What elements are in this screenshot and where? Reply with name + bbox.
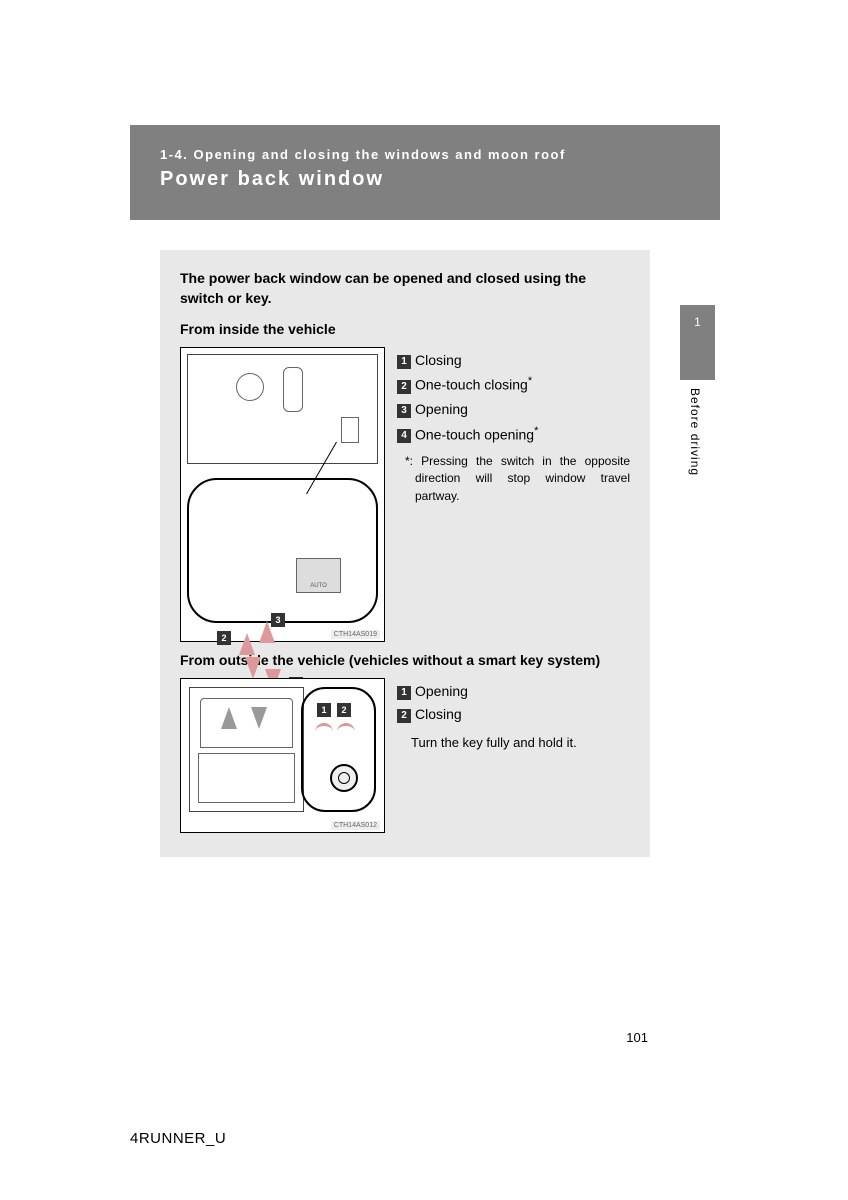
num-box: 1: [397, 686, 411, 700]
item-label: One-touch opening: [415, 426, 534, 442]
item-label: Closing: [415, 352, 462, 368]
key-zoom: 1 2: [301, 687, 376, 812]
header-banner: 1-4. Opening and closing the windows and…: [130, 125, 720, 220]
content-box: The power back window can be opened and …: [160, 250, 650, 857]
sub2-row: 1 2 CTH14AS012 1 Opening 2 Closing Turn th…: [180, 678, 630, 833]
sub2-wrap: From outside the vehicle (vehicles witho…: [180, 652, 630, 833]
vehicle-rear-sketch: [189, 687, 304, 812]
sub2-list: 1 Opening 2 Closing Turn the key fully and…: [397, 678, 630, 751]
image-code-2: CTH14AS012: [331, 821, 380, 830]
list-item: 1 Closing: [397, 349, 630, 373]
curve-arrow-icon: [337, 723, 355, 733]
shifter-icon: [283, 367, 303, 412]
diagram-inside-vehicle: 2 3 1 4 AUTO CTH14AS019: [180, 347, 385, 642]
num-box: 3: [397, 404, 411, 418]
item-label: Opening: [415, 683, 468, 699]
console-sketch: [187, 354, 378, 464]
auto-label: AUTO: [297, 583, 340, 589]
list-item: 3 Opening: [397, 398, 630, 422]
tag-2: 2: [217, 631, 231, 645]
side-tab-text: Before driving: [688, 388, 702, 476]
list-item: 2 Closing: [397, 703, 630, 727]
diagram-outside-vehicle: 1 2 CTH14AS012: [180, 678, 385, 833]
arrow-up-icon: [259, 621, 275, 643]
footer-model: 4RUNNER_U: [130, 1130, 226, 1147]
item-label: Closing: [415, 706, 462, 722]
asterisk: *: [528, 375, 532, 387]
intro-text: The power back window can be opened and …: [180, 268, 630, 309]
section-label: 1-4. Opening and closing the windows and…: [160, 147, 690, 162]
item-label: One-touch closing: [415, 377, 528, 393]
num-box: 4: [397, 429, 411, 443]
arrow-down-icon: [251, 707, 267, 729]
instruction-text: Turn the key fully and hold it.: [397, 735, 630, 750]
footnote: *: Pressing the switch in the opposite d…: [397, 453, 630, 505]
section-title: Power back window: [160, 168, 690, 191]
list-item: 1 Opening: [397, 680, 630, 704]
image-code-1: CTH14AS019: [331, 630, 380, 639]
side-tab: 1: [680, 305, 715, 380]
item-label: Opening: [415, 401, 468, 417]
list-item: 4 One-touch opening*: [397, 422, 630, 447]
side-tab-number: 1: [694, 315, 701, 329]
rear-window-icon: [200, 698, 293, 748]
sub1-list: 1Closing 2One-touch closing* 3Opening 4O…: [397, 347, 630, 506]
num-box: 2: [397, 380, 411, 394]
num-box: 1: [397, 355, 411, 369]
tag-1: 1: [317, 703, 331, 717]
num-box: 2: [397, 709, 411, 723]
list-item: 2 One-touch closing*: [397, 372, 630, 397]
auto-switch-icon: AUTO: [296, 558, 341, 593]
tag-2: 2: [337, 703, 351, 717]
arrow-down-icon: [245, 657, 261, 679]
cupholder-icon: [236, 373, 264, 401]
arrow-up-icon: [221, 707, 237, 729]
switch-zoom: 2 3 1 4 AUTO: [187, 478, 378, 623]
key-cylinder-icon: [330, 764, 358, 792]
switch-small-icon: [341, 417, 359, 443]
curve-arrow-icon: [315, 723, 333, 733]
arrow-up-icon: [239, 633, 255, 655]
sub1-row: 2 3 1 4 AUTO CTH14AS019 1 Closing 2 One-to…: [180, 347, 630, 642]
page-number: 101: [626, 1030, 648, 1045]
tailgate-icon: [198, 753, 295, 803]
asterisk: *: [534, 425, 538, 437]
sub1-heading: From inside the vehicle: [180, 321, 630, 337]
key-inner-icon: [338, 772, 350, 784]
